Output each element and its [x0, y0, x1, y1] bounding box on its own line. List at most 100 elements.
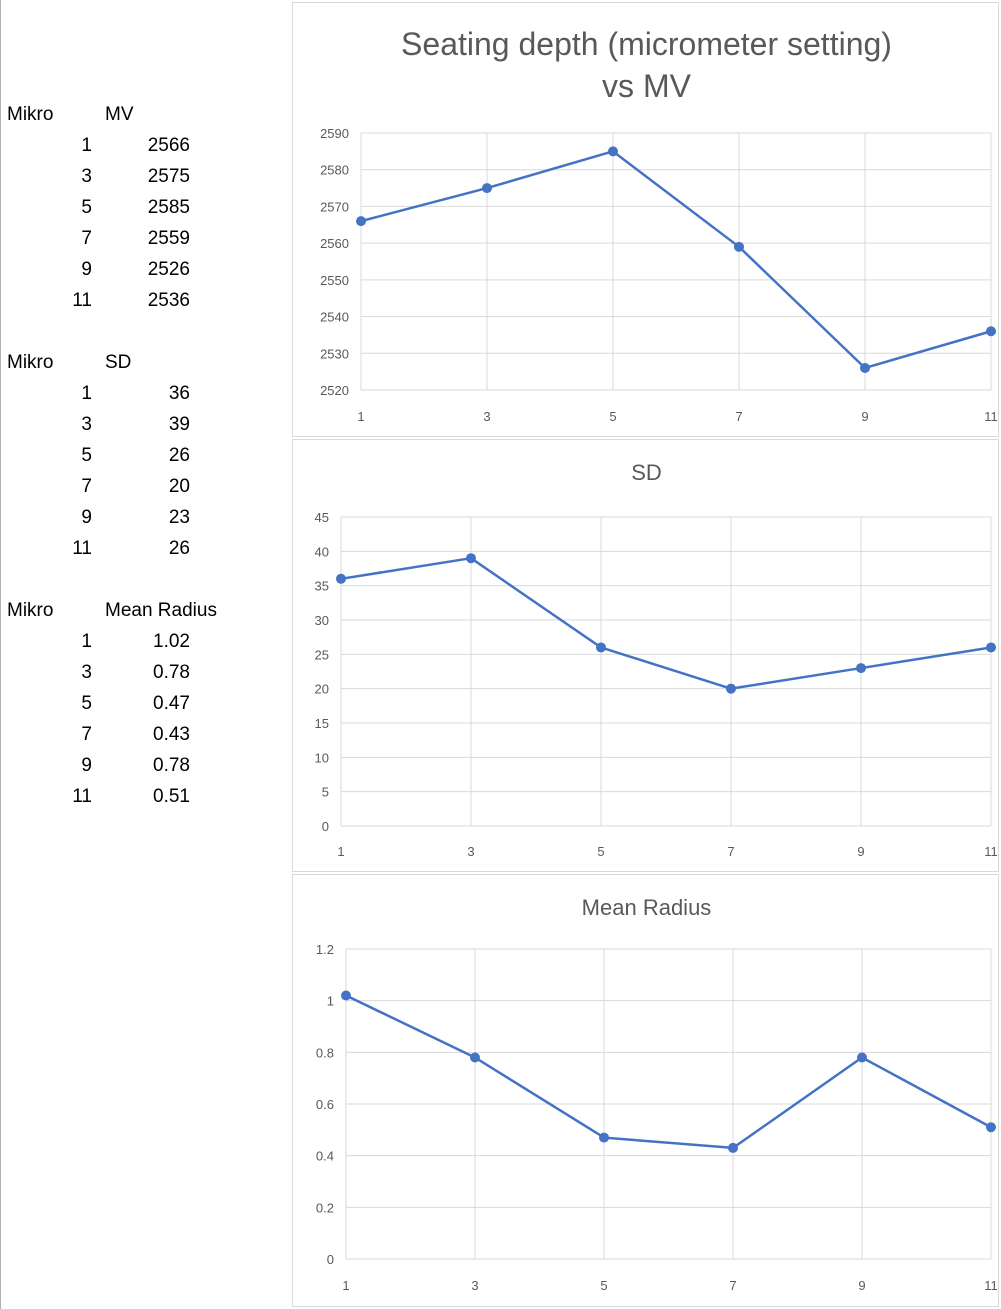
y-tick-label: 20 — [315, 682, 329, 697]
cell-mikro[interactable]: 1 — [81, 631, 92, 652]
mv-chart: Seating depth (micrometer setting) vs MV 2… — [320, 26, 998, 424]
table-header: Mikro Mean Radius — [0, 596, 280, 627]
cell-mikro[interactable]: 9 — [81, 259, 92, 280]
cell-mikro[interactable]: 3 — [81, 166, 92, 187]
header-mikro[interactable]: Mikro — [7, 104, 54, 125]
x-tick-label: 5 — [597, 844, 604, 859]
data-point[interactable] — [986, 642, 996, 653]
cell-mikro[interactable]: 7 — [81, 228, 92, 249]
y-tick-label: 2580 — [320, 163, 349, 178]
cell-value[interactable]: 23 — [168, 507, 190, 528]
sd-chart-panel[interactable]: SD 0 5 10 15 20 25 30 35 40 45 1 3 5 7 9 11 — [292, 439, 999, 872]
x-tick-label: 9 — [857, 844, 864, 859]
data-point[interactable] — [728, 1142, 738, 1153]
cell-value[interactable]: 2536 — [147, 290, 190, 311]
cell-value[interactable]: 0.47 — [153, 693, 190, 714]
cell-value[interactable]: 20 — [168, 476, 190, 497]
cell-mikro[interactable]: 5 — [81, 445, 92, 466]
header-mean-radius[interactable]: Mean Radius — [105, 600, 217, 621]
cell-value[interactable]: 26 — [168, 538, 190, 559]
series-line — [340, 556, 992, 690]
y-tick-label: 45 — [315, 510, 329, 525]
y-tick-label: 0 — [327, 1252, 334, 1267]
table-row: 11 26 — [0, 534, 280, 565]
cell-value[interactable]: 36 — [168, 383, 190, 404]
x-tick-label: 3 — [483, 409, 490, 424]
y-tick-label: 0.4 — [316, 1149, 334, 1164]
x-tick-label: 11 — [984, 1278, 998, 1293]
cell-value[interactable]: 2566 — [147, 135, 190, 156]
data-point[interactable] — [608, 146, 618, 157]
header-mikro[interactable]: Mikro — [7, 352, 54, 373]
cell-mikro[interactable]: 9 — [81, 755, 92, 776]
table-row: 3 2575 — [0, 162, 280, 193]
data-point[interactable] — [596, 642, 606, 653]
table-row: 7 2559 — [0, 224, 280, 255]
data-point[interactable] — [860, 362, 870, 373]
x-tick-label: 9 — [858, 1278, 865, 1293]
data-point[interactable] — [470, 1052, 480, 1063]
cell-mikro[interactable]: 11 — [72, 786, 92, 807]
cell-value[interactable]: 2575 — [147, 166, 190, 187]
cell-mikro[interactable]: 11 — [72, 538, 92, 559]
sd-table: Mikro SD 1 36 3 39 5 26 7 20 9 23 11 26 — [0, 348, 280, 565]
cell-value[interactable]: 0.43 — [153, 724, 190, 745]
cell-mikro[interactable]: 3 — [81, 662, 92, 683]
data-point[interactable] — [356, 216, 366, 227]
x-tick-label: 5 — [600, 1278, 607, 1293]
header-mv[interactable]: MV — [105, 104, 134, 125]
cell-value[interactable]: 2526 — [147, 259, 190, 280]
cell-mikro[interactable]: 7 — [81, 724, 92, 745]
cell-mikro[interactable]: 1 — [81, 383, 92, 404]
data-point[interactable] — [856, 663, 866, 674]
table-row: 11 2536 — [0, 286, 280, 317]
cell-value[interactable]: 0.78 — [153, 662, 190, 683]
mv-table: Mikro MV 1 2566 3 2575 5 2585 7 2559 9 2526 1… — [0, 100, 280, 317]
series-line — [360, 150, 992, 370]
cell-mikro[interactable]: 5 — [81, 693, 92, 714]
table-row: 9 2526 — [0, 255, 280, 286]
y-tick-label: 2590 — [320, 126, 349, 141]
cell-mikro[interactable]: 7 — [81, 476, 92, 497]
x-tick-label: 3 — [471, 1278, 478, 1293]
cell-value[interactable]: 39 — [168, 414, 190, 435]
x-tick-label: 7 — [727, 844, 734, 859]
cell-value[interactable]: 2585 — [147, 197, 190, 218]
cell-value[interactable]: 2559 — [147, 228, 190, 249]
cell-mikro[interactable]: 11 — [72, 290, 92, 311]
data-point[interactable] — [734, 241, 744, 252]
data-point[interactable] — [857, 1052, 867, 1063]
cell-mikro[interactable]: 9 — [81, 507, 92, 528]
cell-mikro[interactable]: 3 — [81, 414, 92, 435]
y-tick-label: 0 — [322, 819, 329, 834]
data-point[interactable] — [466, 553, 476, 564]
data-point[interactable] — [336, 573, 346, 584]
x-tick-label: 7 — [729, 1278, 736, 1293]
y-tick-label: 35 — [315, 579, 329, 594]
data-point[interactable] — [341, 990, 351, 1001]
header-mikro[interactable]: Mikro — [7, 600, 54, 621]
cell-value[interactable]: 0.78 — [153, 755, 190, 776]
data-point[interactable] — [726, 683, 736, 694]
mean-radius-chart-panel[interactable]: Mean Radius 0 0.2 0.4 0.6 0.8 1 1.2 1 3 5 7 9 11 — [292, 874, 999, 1307]
x-tick-label: 3 — [467, 844, 474, 859]
cell-value[interactable]: 26 — [168, 445, 190, 466]
cell-mikro[interactable]: 1 — [81, 135, 92, 156]
header-sd[interactable]: SD — [105, 352, 132, 373]
data-point[interactable] — [599, 1132, 609, 1143]
data-point[interactable] — [986, 326, 996, 337]
y-tick-label: 2560 — [320, 236, 349, 251]
y-tick-label: 30 — [315, 613, 329, 628]
y-tick-label: 40 — [315, 544, 329, 559]
table-row: 1 2566 — [0, 131, 280, 162]
mean-radius-chart: Mean Radius 0 0.2 0.4 0.6 0.8 1 1.2 1 3 5 7 9 11 — [316, 895, 998, 1293]
mv-chart-panel[interactable]: Seating depth (micrometer setting) vs MV 2… — [292, 2, 999, 437]
cell-mikro[interactable]: 5 — [81, 197, 92, 218]
series-line — [345, 994, 992, 1150]
cell-value[interactable]: 1.02 — [153, 631, 190, 652]
data-point[interactable] — [986, 1122, 996, 1133]
data-point[interactable] — [482, 183, 492, 194]
cell-value[interactable]: 0.51 — [153, 786, 190, 807]
table-header: Mikro SD — [0, 348, 280, 379]
table-row: 9 23 — [0, 503, 280, 534]
